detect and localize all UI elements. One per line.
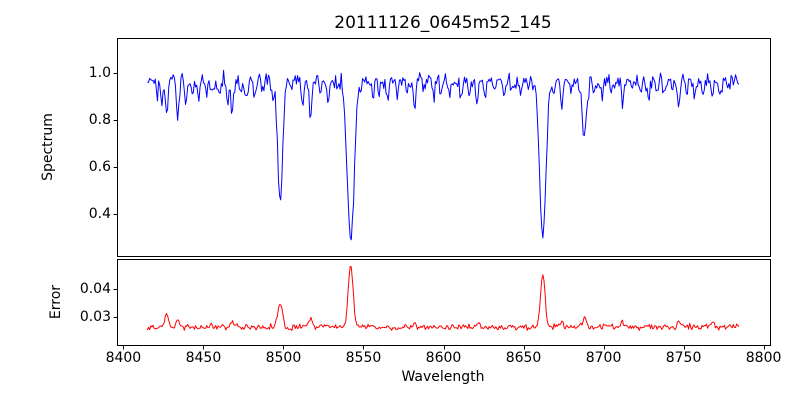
x-tick-label: 8400 — [105, 350, 142, 366]
y-tick-label: 1.0 — [88, 65, 111, 82]
y-tick-label: 0.04 — [79, 280, 111, 297]
x-tick-label: 8500 — [265, 350, 302, 366]
y-axis-label-spectrum: Spectrum — [40, 113, 56, 181]
y-axis-label-error: Error — [48, 284, 64, 320]
x-tick-label: 8700 — [585, 350, 622, 366]
x-axis-label: Wavelength — [401, 369, 485, 385]
chart-title: 20111126_0645m52_145 — [334, 13, 552, 33]
x-tick-label: 8600 — [425, 350, 462, 366]
x-tick-label: 8550 — [345, 350, 382, 366]
y-tick-label: 0.4 — [88, 205, 111, 222]
x-tick-label: 8750 — [665, 350, 702, 366]
y-tick-label: 0.03 — [79, 309, 111, 326]
x-tick-label: 8800 — [745, 350, 782, 366]
x-tick-label: 8650 — [505, 350, 542, 366]
y-tick-label: 0.6 — [88, 158, 111, 175]
x-tick-label: 8450 — [185, 350, 222, 366]
y-tick-label: 0.8 — [88, 112, 111, 129]
